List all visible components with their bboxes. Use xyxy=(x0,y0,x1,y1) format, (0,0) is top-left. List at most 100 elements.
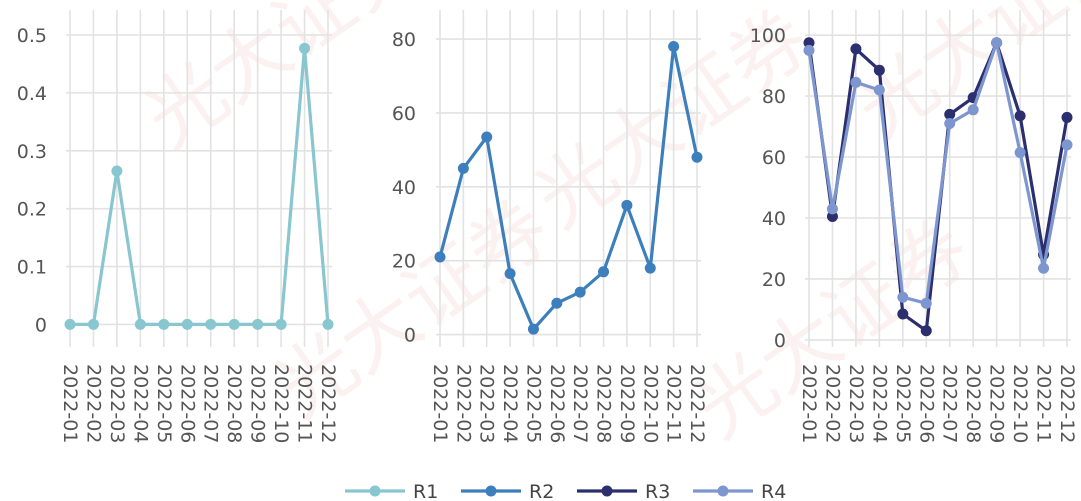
x-tick-label: 2022-02 xyxy=(821,364,843,443)
data-point-r2 xyxy=(481,131,493,143)
data-point-r1 xyxy=(134,318,146,330)
x-tick-label: 2022-12 xyxy=(1056,364,1078,443)
y-tick-label: 40 xyxy=(762,208,786,230)
x-tick-label: 2022-10 xyxy=(639,364,661,443)
data-point-r2 xyxy=(621,199,633,211)
legend-item-r3: R3 xyxy=(577,481,670,501)
y-tick-label: 80 xyxy=(762,86,786,108)
x-tick-label: 2022-03 xyxy=(476,364,498,443)
x-tick-label: 2022-04 xyxy=(499,364,521,443)
data-point-r1 xyxy=(252,318,264,330)
watermark-0: 光大证券 xyxy=(129,0,436,166)
x-tick-label: 2022-04 xyxy=(868,364,890,443)
x-tick-label: 2022-04 xyxy=(129,364,151,443)
x-tick-label: 2022-02 xyxy=(82,364,104,443)
x-tick-label: 2022-02 xyxy=(452,364,474,443)
data-point-r1 xyxy=(158,318,170,330)
legend-swatch-marker xyxy=(369,485,381,497)
data-point-r1 xyxy=(228,318,240,330)
x-tick-label: 2022-11 xyxy=(1033,364,1055,443)
y-tick-label: 0.1 xyxy=(17,257,47,279)
data-point-r2 xyxy=(434,251,446,263)
y-tick-label: 60 xyxy=(762,147,786,169)
x-tick-label: 2022-06 xyxy=(546,364,568,443)
x-tick-label: 2022-10 xyxy=(1009,364,1031,443)
data-point-r2 xyxy=(668,40,680,52)
x-tick-label: 2022-06 xyxy=(176,364,198,443)
y-tick-label: 0 xyxy=(774,330,786,352)
legend-item-r4: R4 xyxy=(693,481,786,501)
x-tick-label: 2022-06 xyxy=(915,364,937,443)
data-point-r4 xyxy=(991,37,1003,49)
data-point-r3 xyxy=(826,210,838,222)
y-tick-label: 0.5 xyxy=(17,25,47,47)
x-tick-label: 2022-07 xyxy=(569,364,591,443)
data-point-r1 xyxy=(64,318,76,330)
data-point-r2 xyxy=(551,297,563,309)
data-point-r3 xyxy=(873,64,885,76)
x-tick-label: 2022-11 xyxy=(294,364,316,443)
x-tick-label: 2022-05 xyxy=(153,364,175,443)
x-tick-label: 2022-10 xyxy=(270,364,292,443)
legend-swatch-marker xyxy=(717,485,729,497)
legend-swatch-marker xyxy=(485,485,497,497)
x-tick-label: 2022-12 xyxy=(686,364,708,443)
data-point-r1 xyxy=(111,165,123,177)
legend-label: R4 xyxy=(761,481,786,501)
x-tick-label: 2022-05 xyxy=(892,364,914,443)
watermark-2: 光大证券 xyxy=(839,0,1081,156)
x-tick-label: 2022-08 xyxy=(962,364,984,443)
data-point-r1 xyxy=(205,318,217,330)
data-point-r3 xyxy=(944,108,956,120)
y-tick-label: 100 xyxy=(750,25,786,47)
data-point-r2 xyxy=(457,162,469,174)
y-tick-label: 0.4 xyxy=(17,83,47,105)
data-point-r3 xyxy=(803,37,815,49)
data-point-r1 xyxy=(87,318,99,330)
y-tick-label: 80 xyxy=(392,29,416,51)
data-point-r3 xyxy=(850,43,862,55)
data-point-r1 xyxy=(275,318,287,330)
data-point-r4 xyxy=(1061,139,1073,151)
data-point-r4 xyxy=(850,76,862,88)
data-point-r4 xyxy=(944,118,956,130)
y-tick-label: 0.3 xyxy=(17,141,47,163)
data-point-r2 xyxy=(574,286,586,298)
x-tick-label: 2022-12 xyxy=(317,364,339,443)
data-point-r2 xyxy=(504,268,516,280)
data-point-r3 xyxy=(1014,110,1026,122)
y-tick-label: 60 xyxy=(392,103,416,125)
x-tick-label: 2022-07 xyxy=(200,364,222,443)
y-tick-label: 0 xyxy=(35,314,47,336)
data-point-r4 xyxy=(920,297,932,309)
series-line-r1 xyxy=(68,46,330,326)
legend-label: R2 xyxy=(529,481,554,501)
y-tick-label: 20 xyxy=(762,269,786,291)
x-tick-label: 2022-03 xyxy=(106,364,128,443)
x-tick-label: 2022-09 xyxy=(986,364,1008,443)
x-tick-label: 2022-01 xyxy=(798,364,820,443)
data-point-r4 xyxy=(967,104,979,116)
data-point-r2 xyxy=(527,323,539,335)
legend-item-r1: R1 xyxy=(345,481,438,501)
x-tick-label: 2022-05 xyxy=(522,364,544,443)
legend-label: R3 xyxy=(645,481,670,501)
data-point-r4 xyxy=(826,203,838,215)
y-tick-label: 0.2 xyxy=(17,199,47,221)
legend-swatch-marker xyxy=(601,485,613,497)
data-point-r1 xyxy=(299,42,311,54)
x-tick-label: 2022-01 xyxy=(429,364,451,443)
series-line-r2 xyxy=(438,44,699,331)
data-point-r1 xyxy=(322,318,334,330)
data-point-r2 xyxy=(691,151,703,163)
y-tick-label: 0 xyxy=(404,325,416,347)
series-line-r4 xyxy=(807,41,1069,305)
data-point-r4 xyxy=(1014,146,1026,158)
x-tick-label: 2022-11 xyxy=(663,364,685,443)
legend-label: R1 xyxy=(413,481,438,501)
panel-right: 0 20 40 60 80 100 2022-01 2022-02 2022-03 2022-04… xyxy=(750,10,1078,443)
data-point-r4 xyxy=(873,84,885,96)
